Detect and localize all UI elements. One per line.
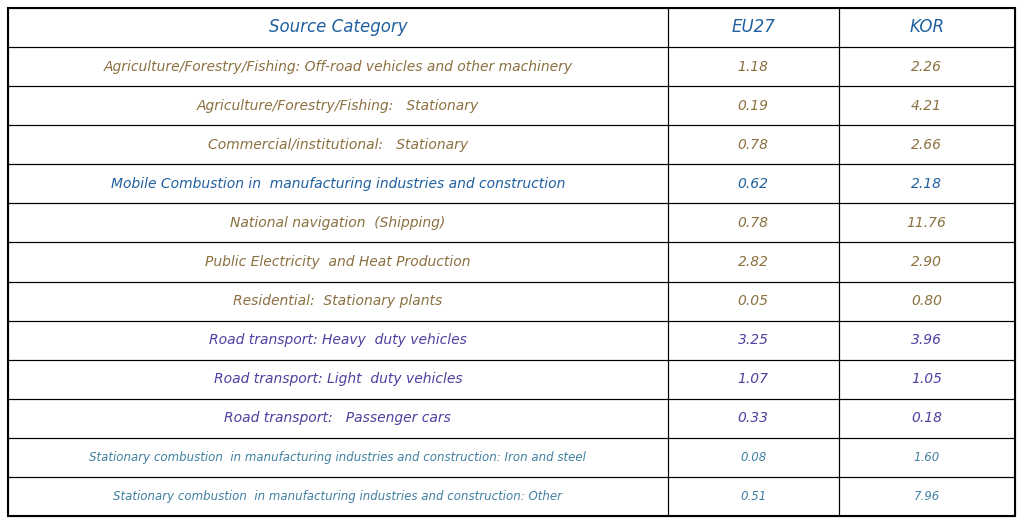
Bar — [668, 399, 839, 438]
Bar — [839, 86, 1015, 125]
Text: Agriculture/Forestry/Fishing: Off-road vehicles and other machinery: Agriculture/Forestry/Fishing: Off-road v… — [103, 60, 573, 73]
Bar — [839, 243, 1015, 281]
Text: 0.51: 0.51 — [740, 490, 766, 503]
Bar — [668, 164, 839, 203]
Bar — [668, 125, 839, 164]
Text: 0.19: 0.19 — [738, 99, 768, 113]
Text: Source Category: Source Category — [269, 18, 407, 36]
Text: 2.82: 2.82 — [738, 255, 768, 269]
Bar — [668, 321, 839, 360]
Text: Road transport:   Passenger cars: Road transport: Passenger cars — [224, 411, 451, 425]
Text: Mobile Combustion in  manufacturing industries and construction: Mobile Combustion in manufacturing indus… — [110, 177, 565, 191]
Text: Stationary combustion  in manufacturing industries and construction: Iron and st: Stationary combustion in manufacturing i… — [89, 451, 586, 464]
Text: 2.26: 2.26 — [911, 60, 942, 73]
Bar — [668, 438, 839, 477]
Bar — [8, 321, 668, 360]
Bar — [8, 438, 668, 477]
Text: National navigation  (Shipping): National navigation (Shipping) — [230, 216, 445, 230]
Bar — [8, 164, 668, 203]
Bar — [8, 203, 668, 243]
Bar — [668, 281, 839, 321]
Text: Agriculture/Forestry/Fishing:   Stationary: Agriculture/Forestry/Fishing: Stationary — [196, 99, 479, 113]
Bar — [668, 8, 839, 47]
Bar — [8, 8, 668, 47]
Text: 0.18: 0.18 — [911, 411, 942, 425]
Text: 2.18: 2.18 — [911, 177, 942, 191]
Bar — [8, 477, 668, 516]
Text: 11.76: 11.76 — [906, 216, 946, 230]
Bar — [839, 125, 1015, 164]
Text: 0.08: 0.08 — [740, 451, 766, 464]
Bar — [839, 47, 1015, 86]
Text: 1.05: 1.05 — [911, 372, 942, 386]
Text: 2.66: 2.66 — [911, 138, 942, 152]
Text: 3.25: 3.25 — [738, 333, 768, 347]
Bar — [839, 477, 1015, 516]
Text: Residential:  Stationary plants: Residential: Stationary plants — [233, 294, 443, 308]
Text: 0.33: 0.33 — [738, 411, 768, 425]
Bar — [8, 360, 668, 399]
Bar — [839, 438, 1015, 477]
Bar — [668, 360, 839, 399]
Text: 7.96: 7.96 — [914, 490, 940, 503]
Bar — [839, 8, 1015, 47]
Text: Public Electricity  and Heat Production: Public Electricity and Heat Production — [205, 255, 471, 269]
Text: EU27: EU27 — [731, 18, 775, 36]
Bar — [839, 281, 1015, 321]
Bar — [668, 477, 839, 516]
Text: 0.78: 0.78 — [738, 138, 768, 152]
Text: 4.21: 4.21 — [911, 99, 942, 113]
Bar — [8, 125, 668, 164]
Text: 1.07: 1.07 — [738, 372, 768, 386]
Text: Commercial/institutional:   Stationary: Commercial/institutional: Stationary — [208, 138, 468, 152]
Bar — [8, 47, 668, 86]
Bar — [839, 203, 1015, 243]
Bar — [8, 281, 668, 321]
Bar — [668, 47, 839, 86]
Bar — [839, 321, 1015, 360]
Bar — [839, 399, 1015, 438]
Text: KOR: KOR — [909, 18, 944, 36]
Text: 0.62: 0.62 — [738, 177, 768, 191]
Text: 2.90: 2.90 — [911, 255, 942, 269]
Bar — [839, 360, 1015, 399]
Bar — [668, 86, 839, 125]
Text: 0.05: 0.05 — [738, 294, 768, 308]
Text: Road transport: Light  duty vehicles: Road transport: Light duty vehicles — [214, 372, 462, 386]
Text: 3.96: 3.96 — [911, 333, 942, 347]
Bar — [8, 243, 668, 281]
Text: 0.78: 0.78 — [738, 216, 768, 230]
Text: 1.60: 1.60 — [914, 451, 940, 464]
Bar — [668, 203, 839, 243]
Text: 1.18: 1.18 — [738, 60, 768, 73]
Bar — [8, 86, 668, 125]
Text: Stationary combustion  in manufacturing industries and construction: Other: Stationary combustion in manufacturing i… — [114, 490, 563, 503]
Bar — [668, 243, 839, 281]
Bar — [8, 399, 668, 438]
Bar — [839, 164, 1015, 203]
Text: 0.80: 0.80 — [911, 294, 942, 308]
Text: Road transport: Heavy  duty vehicles: Road transport: Heavy duty vehicles — [209, 333, 466, 347]
